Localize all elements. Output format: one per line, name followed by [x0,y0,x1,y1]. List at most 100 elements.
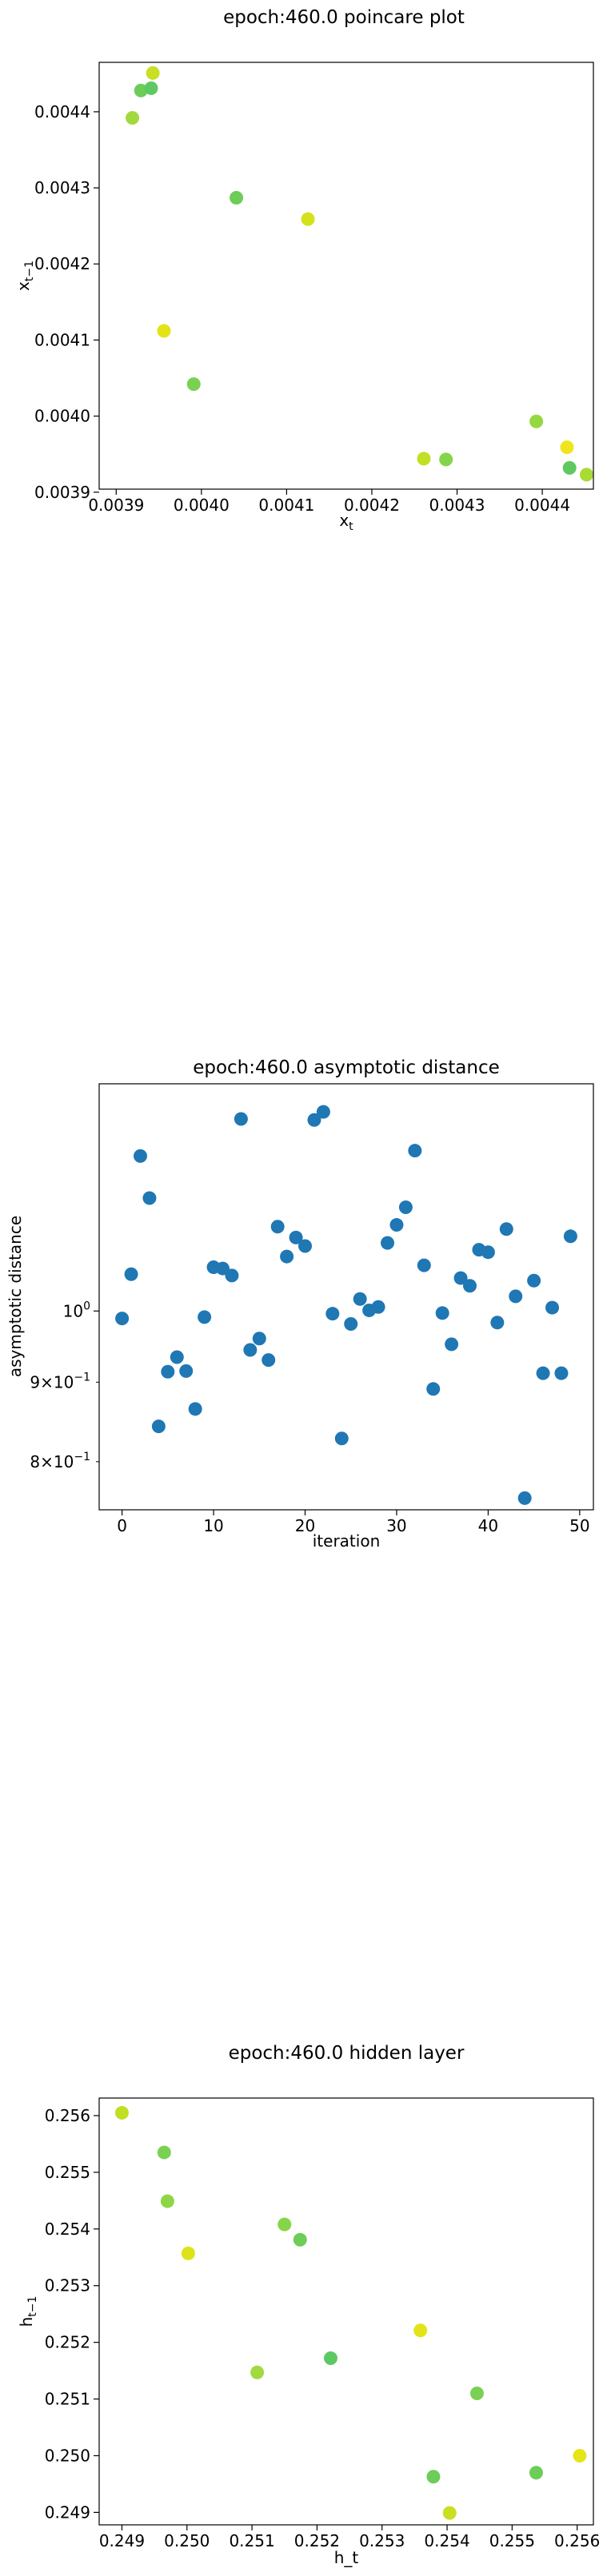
poincare-y-tick-label: 0.0043 [34,178,90,197]
asymptotic-data-point [371,1300,385,1314]
asymptotic-data-point [270,1220,285,1234]
hidden-x-tick-label: 0.252 [294,2531,340,2550]
hidden-data-point [573,2448,587,2463]
hidden-data-point [181,2246,195,2260]
asymptotic-data-point [325,1307,340,1321]
poincare-x-tick-label: 0.0040 [174,496,230,515]
hidden-chart: epoch:460.0 hidden layer 0.249 0.250 0.251… [17,2043,600,2567]
asymptotic-data-point [445,1337,459,1352]
hidden-data-point [157,2145,171,2160]
asymptotic-data-point [353,1292,367,1306]
asymptotic-y-tick-label: 100 [63,1300,90,1320]
hidden-data-point [426,2470,441,2484]
asymptotic-data-point [398,1200,413,1215]
hidden-data-point [323,2351,337,2366]
hidden-x-tick-label: 0.253 [359,2531,405,2550]
asymptotic-y-label: asymptotic distance [6,1216,25,1377]
hidden-x-label: h_t [334,2548,359,2567]
asymptotic-data-point [262,1353,276,1368]
asymptotic-chart: epoch:460.0 asymptotic distance 0 10 20 30 4… [6,1057,594,1551]
hidden-data-point [529,2466,543,2480]
asymptotic-data-point [490,1316,505,1330]
asymptotic-data-point [151,1419,166,1434]
asymptotic-title: epoch:460.0 asymptotic distance [193,1057,500,1078]
hidden-data-point [250,2365,265,2379]
hidden-data-point [469,2386,484,2400]
hidden-x-tick-label: 0.254 [424,2531,469,2550]
hidden-y-tick-label: 0.254 [45,2220,90,2239]
asymptotic-data-point [381,1236,394,1250]
asymptotic-data-point [527,1273,541,1288]
asymptotic-data-point [289,1230,303,1244]
asymptotic-x-tick-label: 0 [117,1516,127,1535]
asymptotic-data-point [417,1258,431,1272]
hidden-data-point [442,2506,457,2520]
asymptotic-data-point [161,1364,175,1379]
poincare-chart: epoch:460.0 poincare plot 0.0039 0.0040 0.… [14,7,594,533]
poincare-data-point [146,66,160,80]
poincare-y-label: xt−1 [14,261,36,291]
hidden-y-ticks: 0.249 0.250 0.251 0.252 0.253 0.254 0.255 0.256 [45,2106,99,2522]
asymptotic-data-point [344,1316,358,1331]
poincare-data-point [560,440,574,455]
hidden-x-tick-label: 0.256 [554,2531,600,2550]
poincare-data-point [439,452,453,467]
poincare-y-label-sub: t−1 [23,261,36,281]
poincare-data-point [186,377,201,392]
hidden-y-tick-label: 0.256 [45,2106,90,2125]
hidden-y-tick-label: 0.250 [45,2446,90,2465]
poincare-data-point [157,324,171,338]
poincare-x-label-sub: t [349,520,353,533]
asymptotic-data-point [554,1366,569,1380]
asymptotic-data-point [252,1332,266,1346]
asymptotic-data-point [115,1312,130,1326]
hidden-y-label: ht−1 [17,2296,39,2327]
poincare-data-point [579,468,593,482]
poincare-x-tick-label: 0.0044 [514,496,570,515]
hidden-x-tick-label: 0.249 [99,2531,145,2550]
asymptotic-data-point [453,1271,468,1285]
poincare-x-label: xt [339,511,353,533]
hidden-data-point [160,2194,174,2208]
asymptotic-data-point [142,1191,157,1205]
poincare-y-label-base: x [14,281,33,291]
asymptotic-x-label: iteration [313,1531,381,1551]
hidden-data-point [278,2217,292,2232]
hidden-data-point [293,2232,307,2247]
hidden-x-tick-label: 0.255 [489,2531,535,2550]
asymptotic-data-point [435,1306,449,1320]
poincare-x-tick-label: 0.0042 [344,496,400,515]
asymptotic-data-point [170,1350,184,1364]
asymptotic-data-point [298,1239,312,1253]
asymptotic-x-tick-label: 20 [295,1516,315,1535]
hidden-y-tick-label: 0.255 [45,2163,90,2182]
asymptotic-data-point [426,1382,441,1396]
asymptotic-data-point [225,1268,239,1283]
asymptotic-x-tick-label: 40 [478,1516,498,1535]
hidden-y-tick-label: 0.249 [45,2502,90,2522]
asymptotic-x-ticks: 0 10 20 30 40 50 [117,1510,590,1535]
hidden-x-ticks: 0.249 0.250 0.251 0.252 0.253 0.254 0.255 0.256 [99,2525,600,2550]
poincare-x-label-base: x [339,511,349,530]
hidden-plot-frame [98,2097,594,2526]
hidden-y-label-sub: t−1 [26,2296,39,2317]
asymptotic-data-point [389,1218,404,1232]
poincare-y-tick-label: 0.0040 [34,407,90,426]
poincare-data-point [144,81,158,95]
poincare-data-point [562,460,577,475]
asymptotic-data-point [499,1222,513,1236]
poincare-x-tick-label: 0.0039 [88,496,144,515]
hidden-points [114,2105,587,2520]
asymptotic-data-point [563,1229,577,1244]
asymptotic-data-point [536,1366,550,1380]
hidden-data-point [114,2105,129,2120]
asymptotic-data-point [134,1149,147,1163]
hidden-y-label-base: h [17,2317,36,2327]
poincare-y-tick-label: 0.0041 [34,330,90,349]
asymptotic-y-tick-label: 9×10−1 [30,1371,90,1392]
asymptotic-data-point [280,1249,294,1264]
poincare-y-tick-label: 0.0042 [34,254,90,273]
asymptotic-data-point [234,1112,248,1126]
poincare-data-point [134,83,148,98]
